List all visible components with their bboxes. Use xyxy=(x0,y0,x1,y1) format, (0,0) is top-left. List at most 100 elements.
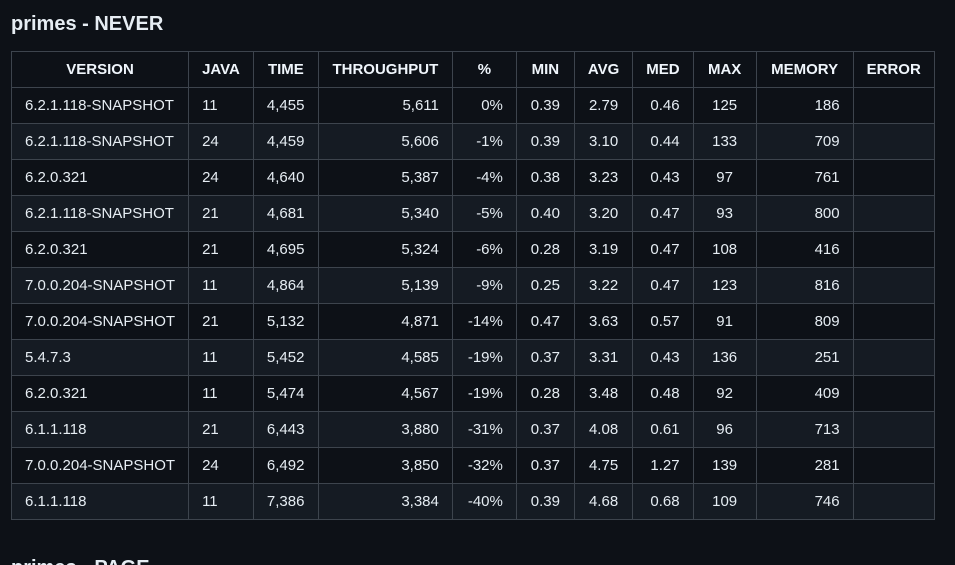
cell-time: 4,695 xyxy=(252,231,319,268)
cell-min: 0.28 xyxy=(515,231,575,268)
cell-med: 0.57 xyxy=(632,303,694,340)
cell-throughput: 5,611 xyxy=(317,87,453,124)
cell-memory: 416 xyxy=(755,231,854,268)
cell-med: 0.61 xyxy=(632,411,694,448)
cell-min: 0.25 xyxy=(515,267,575,304)
cell-java: 21 xyxy=(188,303,254,340)
cell-min: 0.28 xyxy=(515,375,575,412)
cell-min: 0.37 xyxy=(515,411,575,448)
cell-memory: 816 xyxy=(755,267,854,304)
cell-java: 24 xyxy=(188,159,254,196)
cell-error xyxy=(852,87,935,124)
cell-avg: 4.68 xyxy=(573,483,634,520)
header-avg: AVG xyxy=(573,51,634,88)
cell-memory: 809 xyxy=(755,303,854,340)
cell-java: 24 xyxy=(188,123,254,160)
cell-med: 0.48 xyxy=(632,375,694,412)
cell-percent: -1% xyxy=(451,123,517,160)
cell-memory: 409 xyxy=(755,375,854,412)
header-memory: MEMORY xyxy=(755,51,854,88)
cell-min: 0.37 xyxy=(515,447,575,484)
cell-throughput: 4,567 xyxy=(317,375,453,412)
cell-percent: -32% xyxy=(451,447,517,484)
cell-throughput: 5,340 xyxy=(317,195,453,232)
cell-version: 6.2.0.321 xyxy=(10,159,190,196)
cell-time: 5,132 xyxy=(252,303,319,340)
cell-max: 123 xyxy=(692,267,757,304)
cell-version: 7.0.0.204-SNAPSHOT xyxy=(10,447,190,484)
cell-percent: -4% xyxy=(451,159,517,196)
cell-error xyxy=(852,123,935,160)
next-section-title: primes - PAGE xyxy=(11,553,150,565)
cell-percent: -6% xyxy=(451,231,517,268)
cell-version: 7.0.0.204-SNAPSHOT xyxy=(10,267,190,304)
header-med: MED xyxy=(632,51,694,88)
header-min: MIN xyxy=(515,51,575,88)
cell-max: 93 xyxy=(692,195,757,232)
cell-med: 0.43 xyxy=(632,339,694,376)
cell-version: 5.4.7.3 xyxy=(10,339,190,376)
table-row: 6.1.1.118 21 6,443 3,880 -31% 0.37 4.08 0.61 96 7… xyxy=(10,411,935,448)
cell-avg: 4.08 xyxy=(573,411,634,448)
cell-max: 125 xyxy=(692,87,757,124)
cell-med: 0.47 xyxy=(632,231,694,268)
cell-memory: 761 xyxy=(755,159,854,196)
cell-version: 6.1.1.118 xyxy=(10,411,190,448)
cell-med: 0.43 xyxy=(632,159,694,196)
table-row: 6.2.0.321 11 5,474 4,567 -19% 0.28 3.48 0.48 92 4… xyxy=(10,375,935,412)
cell-max: 91 xyxy=(692,303,757,340)
cell-java: 11 xyxy=(188,375,254,412)
cell-java: 21 xyxy=(188,231,254,268)
cell-error xyxy=(852,411,935,448)
cell-time: 4,640 xyxy=(252,159,319,196)
cell-error xyxy=(852,483,935,520)
cell-min: 0.39 xyxy=(515,87,575,124)
cell-version: 7.0.0.204-SNAPSHOT xyxy=(10,303,190,340)
cell-time: 5,452 xyxy=(252,339,319,376)
header-java: JAVA xyxy=(188,51,254,88)
cell-java: 21 xyxy=(188,195,254,232)
cell-version: 6.2.0.321 xyxy=(10,375,190,412)
cell-max: 96 xyxy=(692,411,757,448)
cell-version: 6.2.0.321 xyxy=(10,231,190,268)
cell-max: 109 xyxy=(692,483,757,520)
table-row: 7.0.0.204-SNAPSHOT 21 5,132 4,871 -14% 0.47 3.… xyxy=(10,303,935,340)
header-row: VERSION JAVA TIME THROUGHPUT % MIN AVG M… xyxy=(10,51,935,88)
cell-percent: -31% xyxy=(451,411,517,448)
cell-avg: 3.23 xyxy=(573,159,634,196)
cell-avg: 3.48 xyxy=(573,375,634,412)
table-row: 6.2.1.118-SNAPSHOT 11 4,455 5,611 0% 0.39 2.79… xyxy=(10,87,935,124)
cell-max: 97 xyxy=(692,159,757,196)
cell-memory: 800 xyxy=(755,195,854,232)
cell-avg: 3.20 xyxy=(573,195,634,232)
cell-percent: 0% xyxy=(451,87,517,124)
table-row: 6.2.0.321 21 4,695 5,324 -6% 0.28 3.19 0.47 108 4… xyxy=(10,231,935,268)
cell-error xyxy=(852,447,935,484)
cell-memory: 251 xyxy=(755,339,854,376)
cell-avg: 3.63 xyxy=(573,303,634,340)
table-row: 7.0.0.204-SNAPSHOT 24 6,492 3,850 -32% 0.37 4.… xyxy=(10,447,935,484)
cell-time: 6,443 xyxy=(252,411,319,448)
cell-version: 6.1.1.118 xyxy=(10,483,190,520)
cell-version: 6.2.1.118-SNAPSHOT xyxy=(10,123,190,160)
cell-percent: -40% xyxy=(451,483,517,520)
section-title: primes - NEVER xyxy=(11,13,164,35)
cell-error xyxy=(852,231,935,268)
cell-min: 0.39 xyxy=(515,483,575,520)
cell-time: 5,474 xyxy=(252,375,319,412)
cell-med: 0.47 xyxy=(632,195,694,232)
cell-max: 136 xyxy=(692,339,757,376)
cell-error xyxy=(852,195,935,232)
cell-throughput: 3,384 xyxy=(317,483,453,520)
table-row: 6.2.1.118-SNAPSHOT 21 4,681 5,340 -5% 0.40 3.2… xyxy=(10,195,935,232)
cell-error xyxy=(852,303,935,340)
cell-time: 7,386 xyxy=(252,483,319,520)
cell-throughput: 5,324 xyxy=(317,231,453,268)
cell-avg: 4.75 xyxy=(573,447,634,484)
cell-med: 1.27 xyxy=(632,447,694,484)
cell-avg: 2.79 xyxy=(573,87,634,124)
cell-throughput: 5,606 xyxy=(317,123,453,160)
table-row: 6.2.1.118-SNAPSHOT 24 4,459 5,606 -1% 0.39 3.1… xyxy=(10,123,935,160)
cell-memory: 186 xyxy=(755,87,854,124)
cell-min: 0.39 xyxy=(515,123,575,160)
